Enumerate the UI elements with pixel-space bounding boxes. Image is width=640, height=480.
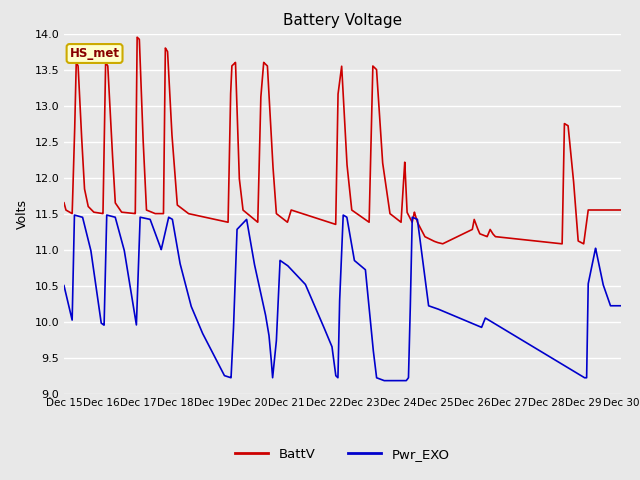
Y-axis label: Volts: Volts [16,199,29,228]
Legend: BattV, Pwr_EXO: BattV, Pwr_EXO [230,443,455,466]
Title: Battery Voltage: Battery Voltage [283,13,402,28]
Text: HS_met: HS_met [70,47,120,60]
